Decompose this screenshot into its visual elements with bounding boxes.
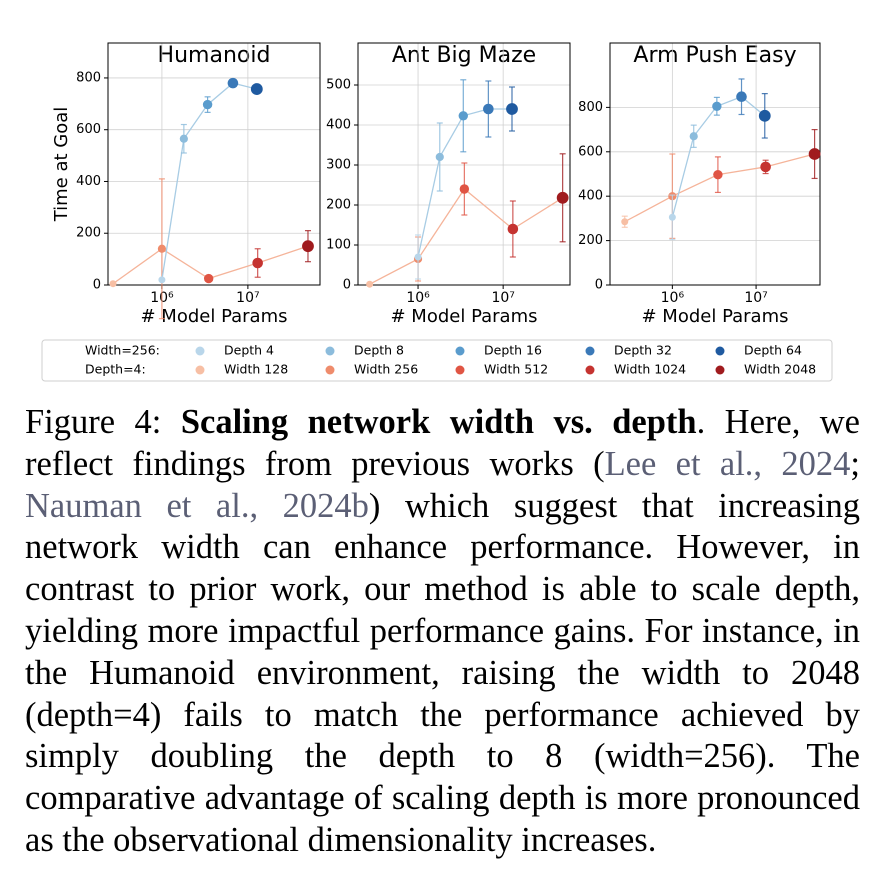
y-tick-label: 300 <box>326 158 351 173</box>
y-tick-label: 400 <box>578 189 603 204</box>
data-point <box>556 191 569 204</box>
legend-group-label: Width=256: <box>85 343 160 358</box>
legend-marker <box>715 365 725 375</box>
legend-marker <box>195 365 205 375</box>
legend-marker <box>195 346 205 356</box>
legend-label: Width 256 <box>354 362 418 377</box>
y-tick-label: 800 <box>578 100 603 115</box>
data-point <box>109 280 117 288</box>
legend-label: Depth 64 <box>744 343 802 358</box>
data-point <box>227 77 239 89</box>
data-point <box>414 253 422 261</box>
y-tick-label: 200 <box>326 198 351 213</box>
legend-marker <box>455 346 465 356</box>
plot-frame <box>609 42 821 286</box>
legend-marker <box>585 365 595 375</box>
data-point <box>689 132 698 141</box>
legend-label: Depth 16 <box>484 343 542 358</box>
data-point <box>250 83 263 95</box>
data-point <box>435 152 444 162</box>
x-tick-label: 10⁷ <box>744 290 767 306</box>
x-tick-label: 10⁶ <box>661 290 685 306</box>
legend-group-label: Depth=4: <box>85 362 146 377</box>
y-tick-label: 400 <box>326 118 351 133</box>
legend-label: Width 128 <box>224 362 288 377</box>
data-point <box>712 101 722 111</box>
data-point <box>483 103 494 115</box>
data-point <box>621 218 629 226</box>
data-point <box>760 161 771 173</box>
legend-label: Depth 8 <box>354 343 404 358</box>
data-point <box>158 276 166 284</box>
caption-title: Scaling network width vs. depth <box>180 403 697 441</box>
data-point <box>302 240 314 253</box>
x-axis-label: # Model Params <box>391 306 538 327</box>
plot-frame <box>357 42 571 286</box>
data-point <box>202 99 213 110</box>
y-axis-label: Time at Goal <box>51 107 72 223</box>
y-tick-label: 100 <box>326 238 351 253</box>
legend-marker <box>325 346 335 356</box>
chart-title: Ant Big Maze <box>392 43 536 68</box>
y-tick-label: 0 <box>93 278 101 293</box>
citation[interactable]: Nauman et al., 2024b <box>25 486 369 525</box>
legend-label: Width 2048 <box>744 362 816 377</box>
caption-text: ) which suggest that increasing network … <box>25 486 861 859</box>
caption: Figure 4: Scaling network width vs. dept… <box>25 402 860 862</box>
y-tick-label: 600 <box>76 122 101 137</box>
legend-label: Depth 4 <box>224 343 274 358</box>
citation[interactable]: Lee et al., 2024 <box>604 444 851 483</box>
data-point <box>668 213 676 221</box>
caption-text: ; <box>850 444 860 483</box>
x-axis-label: # Model Params <box>642 306 789 327</box>
series-line <box>417 108 512 258</box>
legend-frame <box>41 339 833 382</box>
data-point <box>758 109 771 122</box>
data-point <box>157 244 167 253</box>
data-point <box>506 103 518 115</box>
x-tick-label: 10⁷ <box>491 290 514 306</box>
series-line <box>369 188 563 285</box>
data-point <box>736 91 747 103</box>
y-tick-label: 400 <box>76 174 101 189</box>
series-line <box>624 153 815 223</box>
legend-marker <box>715 346 725 356</box>
legend-marker <box>455 365 465 375</box>
legend: Width=256: Depth 4 Depth 8 Depth 16 Depth 32… <box>41 339 833 382</box>
x-tick-label: 10⁶ <box>406 290 430 306</box>
y-tick-label: 0 <box>595 278 603 293</box>
plot-frame <box>107 42 321 286</box>
y-tick-label: 200 <box>578 233 603 248</box>
y-tick-label: 200 <box>76 226 101 241</box>
data-point <box>459 184 470 194</box>
chart-title: Humanoid <box>158 43 271 68</box>
legend-marker <box>585 346 595 356</box>
data-point <box>808 148 821 160</box>
data-point <box>366 280 374 288</box>
data-point <box>507 223 519 235</box>
y-tick-label: 600 <box>578 144 603 159</box>
y-tick-label: 500 <box>326 78 351 93</box>
legend-label: Depth 32 <box>614 343 672 358</box>
x-tick-label: 10⁷ <box>236 290 259 306</box>
data-point <box>458 111 468 121</box>
data-point <box>179 134 188 143</box>
data-point <box>203 273 214 284</box>
x-axis-label: # Model Params <box>141 306 288 327</box>
legend-label: Width 1024 <box>614 362 686 377</box>
data-point <box>713 169 723 180</box>
caption-text: . Here, we reflect findings from previou… <box>25 403 860 483</box>
y-tick-label: 800 <box>76 70 101 85</box>
caption-label: Figure 4: <box>25 403 162 441</box>
data-point <box>252 257 263 269</box>
legend-marker <box>325 365 335 375</box>
chart-title: Arm Push Easy <box>633 43 796 68</box>
legend-label: Width 512 <box>484 362 548 377</box>
y-tick-label: 0 <box>343 278 351 293</box>
